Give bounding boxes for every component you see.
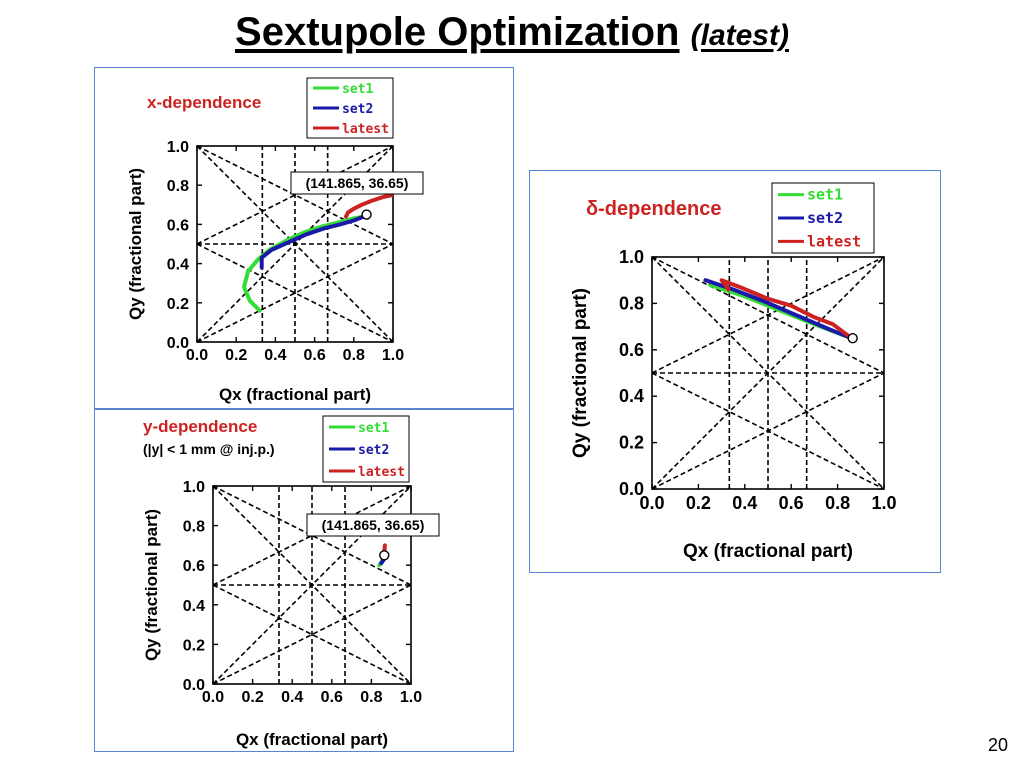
y-tick-label: 0.6	[183, 558, 205, 575]
legend-label-set1: set1	[358, 421, 389, 436]
y-axis-label: Qy (fractional part)	[570, 288, 591, 458]
x-tick-label: 0.4	[281, 689, 303, 706]
x-tick-label: 0.2	[241, 689, 263, 706]
x-tick-label: 0.2	[686, 493, 711, 513]
resonance-line	[651, 372, 885, 490]
resonance-line	[212, 485, 412, 586]
x-tick-label: 1.0	[871, 493, 896, 513]
resonance-line	[212, 584, 412, 685]
series-group	[703, 278, 854, 341]
x-tick-label: 0.6	[321, 689, 343, 706]
slide-title: Sextupole Optimization	[235, 10, 680, 54]
resonance-line	[212, 584, 412, 685]
x-tick-label: 0.6	[303, 347, 325, 364]
y-tick-label: 0.0	[167, 335, 189, 352]
y-tick-label: 0.2	[619, 433, 644, 453]
working-point-marker	[361, 209, 372, 220]
panel-x-dependence: 0.0 0.2 0.4 0.6 0.8 1.0 0.0 0.2 0.4 0.6 0.8 1.0 Qx (…	[94, 67, 514, 409]
x-tick-label: 0.4	[264, 347, 286, 364]
resonance-line	[196, 243, 394, 343]
legend-label-latest: latest	[807, 232, 861, 250]
x-axis-label: Qx (fractional part)	[236, 730, 388, 749]
y-tick-label: 0.6	[167, 217, 189, 234]
working-point-marker	[379, 550, 390, 561]
x-axis-label: Qx (fractional part)	[683, 541, 853, 562]
panel-y-dependence: 0.0 0.2 0.4 0.6 0.8 1.0 0.0 0.2 0.4 0.6 0.8 1.0 Qx (…	[94, 409, 514, 752]
legend-label-set2: set2	[807, 209, 843, 227]
x-tick-label: 0.8	[825, 493, 850, 513]
y-axis-label: Qy (fractional part)	[142, 509, 161, 661]
y-tick-label: 0.2	[183, 637, 205, 654]
x-tick-label: 0.6	[779, 493, 804, 513]
x-tick-label: 0.0	[639, 493, 664, 513]
legend-label-set2: set2	[358, 443, 389, 458]
x-tick-label: 0.8	[343, 347, 365, 364]
panel-delta-dependence: 0.0 0.2 0.4 0.6 0.8 1.0 0.0 0.2 0.4 0.6 0.8 1.0 Qx (…	[529, 170, 941, 573]
x-axis-label: Qx (fractional part)	[219, 385, 371, 404]
resonance-line	[651, 256, 885, 374]
legend-label-set2: set2	[342, 102, 373, 117]
x-tick-label: 0.2	[225, 347, 247, 364]
resonance-line	[196, 145, 394, 245]
legend-label-set1: set1	[342, 82, 373, 97]
slide-title-block: Sextupole Optimization (latest)	[0, 10, 1024, 55]
x-tick-label: 1.0	[382, 347, 404, 364]
annotation-box	[290, 171, 424, 195]
x-tick-label: 0.0	[202, 689, 224, 706]
annotation-label: (141.865, 36.65)	[322, 517, 425, 533]
x-tick-label: 0.4	[732, 493, 757, 513]
series-group	[242, 193, 393, 313]
y-tick-label: 0.0	[619, 479, 644, 499]
chart-title: x-dependence	[147, 93, 261, 112]
y-tick-label: 0.0	[183, 677, 205, 694]
y-tick-label: 0.8	[619, 293, 644, 313]
y-tick-label: 0.6	[619, 340, 644, 360]
y-tick-label: 0.8	[167, 178, 189, 195]
chart-title: δ-dependence	[586, 198, 722, 220]
chart-delta-dependence: 0.0 0.2 0.4 0.6 0.8 1.0 0.0 0.2 0.4 0.6 0.8 1.0 Qx (…	[570, 182, 897, 562]
chart-title: y-dependence	[143, 417, 257, 436]
working-point-marker	[847, 332, 858, 344]
series-latest	[719, 278, 854, 341]
chart-y-dependence: 0.0 0.2 0.4 0.6 0.8 1.0 0.0 0.2 0.4 0.6 0.8 1.0 Qx (…	[142, 415, 440, 749]
legend-label-set1: set1	[807, 186, 843, 204]
y-tick-label: 0.2	[167, 296, 189, 313]
resonance-lines	[651, 256, 885, 490]
chart-subtitle: (|y| < 1 mm @ inj.p.)	[143, 441, 275, 457]
y-tick-label: 0.4	[167, 257, 189, 274]
resonance-line	[196, 145, 394, 245]
annotation-box	[306, 513, 440, 537]
plot-frame	[196, 145, 394, 343]
series-set2	[259, 214, 366, 270]
annotation-label: (141.865, 36.65)	[306, 175, 409, 191]
x-tick-label: 0.8	[360, 689, 382, 706]
y-axis-label: Qy (fractional part)	[126, 168, 145, 320]
y-tick-label: 0.4	[183, 598, 205, 615]
legend-label-latest: latest	[342, 122, 389, 137]
chart-x-dependence: 0.0 0.2 0.4 0.6 0.8 1.0 0.0 0.2 0.4 0.6 0.8 1.0 Qx (…	[126, 77, 424, 404]
resonance-line	[212, 485, 412, 586]
y-tick-label: 1.0	[183, 479, 205, 496]
page-number: 20	[987, 735, 1008, 755]
legend-label-latest: latest	[358, 465, 405, 480]
y-tick-label: 0.8	[183, 519, 205, 536]
y-tick-label: 0.4	[619, 386, 644, 406]
slide-subtitle: (latest)	[690, 19, 789, 52]
y-tick-label: 1.0	[167, 139, 189, 156]
resonance-line	[196, 243, 394, 343]
x-tick-label: 1.0	[400, 689, 422, 706]
plot-frame	[212, 485, 412, 685]
plot-frame	[651, 256, 885, 490]
series-latest	[344, 193, 393, 219]
x-tick-label: 0.0	[186, 347, 208, 364]
y-tick-label: 1.0	[619, 247, 644, 267]
